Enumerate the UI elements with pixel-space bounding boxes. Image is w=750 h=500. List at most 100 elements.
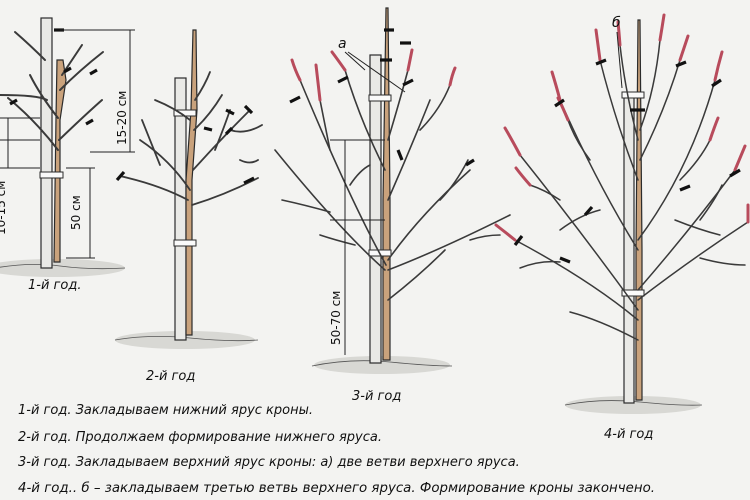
branch: [599, 59, 639, 181]
ground-line: [311, 360, 453, 367]
shoot: [678, 34, 690, 62]
stake: [174, 77, 187, 341]
stake: [369, 54, 382, 364]
cut-mark: [63, 66, 72, 74]
branch: [59, 51, 104, 91]
tie: [39, 171, 64, 179]
branch: [639, 39, 661, 131]
branch: [639, 59, 681, 161]
branch: [567, 119, 591, 161]
stake: [623, 94, 635, 404]
tree-year-4: б 4-й год: [494, 13, 750, 442]
branch: [192, 109, 251, 171]
marker-b: б: [612, 15, 621, 31]
measure-gap: 10-15 см: [0, 181, 8, 235]
shoot: [713, 50, 724, 82]
shoot: [616, 20, 622, 47]
branch: [139, 139, 191, 191]
cut-mark: [675, 60, 687, 68]
caption-year-4: 4-й год: [604, 427, 653, 442]
branch: [637, 221, 749, 301]
branch: [674, 219, 721, 236]
shoot: [733, 144, 747, 172]
measure-stem: 50 см: [69, 195, 83, 230]
branch: [229, 124, 263, 133]
branch: [519, 154, 639, 311]
branch: [619, 44, 639, 141]
ground-shadow: [314, 356, 450, 374]
branch: [29, 74, 59, 119]
marker-a: а: [338, 36, 347, 52]
branch: [193, 94, 223, 131]
legend-line-2: 2-й год. Продолжаем формирование нижнего…: [18, 430, 382, 445]
branch: [141, 119, 161, 166]
measure-upper: 15-20 см: [115, 91, 129, 145]
legend: 1-й год. Закладываем нижний ярус кроны. …: [18, 403, 655, 496]
legend-line-3: 3-й год. Закладываем верхний ярус кроны:…: [18, 455, 520, 470]
cut-mark: [559, 256, 571, 264]
ground-shadow: [0, 259, 125, 277]
branch: [419, 84, 451, 131]
cut-mark: [729, 168, 741, 178]
tie: [621, 289, 645, 297]
branch: [679, 139, 711, 181]
shoot: [330, 50, 347, 72]
caption-year-2: 2-й год: [146, 369, 195, 384]
shoot: [406, 48, 414, 72]
shoot: [708, 116, 720, 142]
cut-mark: [513, 235, 524, 246]
cut-mark: [289, 95, 301, 104]
ground-line: [564, 400, 703, 406]
shoot: [503, 126, 522, 157]
branch: [119, 175, 189, 201]
branch: [349, 164, 371, 186]
branch: [387, 249, 446, 301]
branch: [239, 159, 259, 164]
shoot: [550, 70, 562, 102]
branch: [387, 69, 409, 141]
branch: [58, 99, 103, 141]
branch: [699, 184, 723, 221]
shoot: [594, 28, 602, 62]
branch: [387, 214, 511, 271]
cut-mark: [583, 205, 594, 217]
cut-mark: [402, 78, 414, 87]
cut-mark: [225, 108, 235, 116]
marker-pointer: [616, 31, 623, 89]
cut-mark: [203, 126, 213, 132]
cut-mark: [337, 75, 349, 84]
branch: [519, 260, 561, 269]
caption-year-3: 3-й год: [352, 389, 401, 404]
branch: [469, 234, 501, 241]
shoot: [314, 63, 322, 102]
branch: [514, 239, 639, 321]
tie: [368, 94, 392, 102]
branch: [699, 257, 746, 266]
shoot: [290, 58, 302, 82]
branch: [569, 311, 639, 341]
shoot: [448, 66, 457, 87]
branch: [529, 184, 561, 201]
shoot: [514, 166, 532, 187]
shoot: [658, 13, 666, 42]
tree-year-1: 15-20 см 10-15 см 50 см 1-й год.: [0, 17, 135, 293]
cut-mark: [595, 58, 607, 66]
branch: [344, 69, 386, 171]
trunk: [185, 29, 198, 336]
marker-pointer: [344, 51, 366, 71]
branch: [319, 234, 356, 246]
branch: [559, 209, 601, 231]
measure-tier-gap: 50-70 см: [329, 291, 343, 345]
branch: [194, 71, 211, 101]
ground-line: [0, 264, 126, 270]
shoot: [556, 96, 570, 122]
branch: [281, 199, 331, 213]
cut-mark: [89, 68, 98, 76]
stake: [40, 17, 53, 269]
branch: [387, 99, 431, 201]
tie: [173, 239, 197, 247]
cut-mark: [224, 126, 234, 136]
branch: [191, 177, 259, 206]
legend-line-4: 4-й год.. б – закладываем третью ветвь в…: [18, 481, 655, 496]
